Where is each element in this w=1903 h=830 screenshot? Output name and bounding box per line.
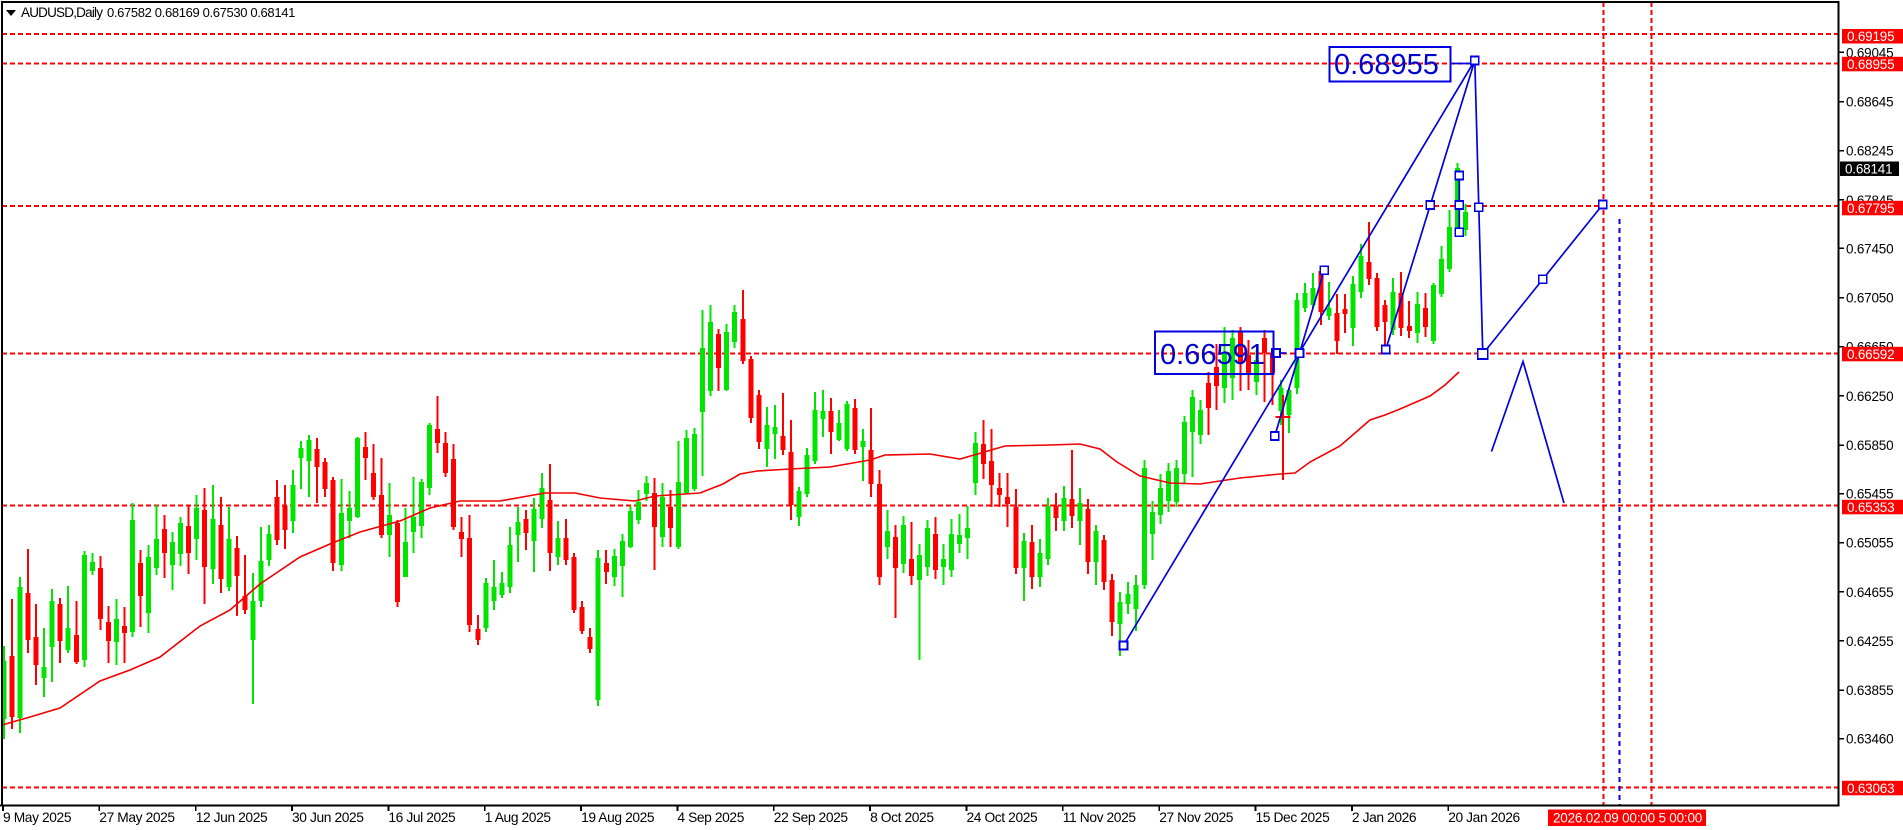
svg-text:0.64255: 0.64255 <box>1846 634 1893 649</box>
svg-text:11 Nov 2025: 11 Nov 2025 <box>1063 810 1137 825</box>
svg-text:0.66592: 0.66592 <box>1847 347 1894 362</box>
svg-text:AUDUSD,Daily: AUDUSD,Daily <box>21 5 103 20</box>
svg-text:0.66250: 0.66250 <box>1846 389 1893 404</box>
svg-text:9 May 2025: 9 May 2025 <box>3 810 72 825</box>
svg-text:0.68141: 0.68141 <box>1845 162 1892 177</box>
svg-text:8 Oct 2025: 8 Oct 2025 <box>870 810 934 825</box>
svg-text:20 Jan 2026: 20 Jan 2026 <box>1448 810 1520 825</box>
svg-text:0.65055: 0.65055 <box>1846 536 1893 551</box>
svg-text:2 Jan 2026: 2 Jan 2026 <box>1352 810 1417 825</box>
svg-text:0.69195: 0.69195 <box>1847 29 1894 44</box>
svg-text:0.65455: 0.65455 <box>1846 487 1893 502</box>
svg-text:0.67582 0.68169 0.67530 0.6814: 0.67582 0.68169 0.67530 0.68141 <box>107 5 295 20</box>
svg-text:2026.02.09 00:00 5 00:00: 2026.02.09 00:00 5 00:00 <box>1553 811 1702 826</box>
svg-text:0.68955: 0.68955 <box>1847 57 1894 72</box>
svg-text:0.67450: 0.67450 <box>1846 241 1893 256</box>
svg-text:0.65850: 0.65850 <box>1846 438 1893 453</box>
svg-text:4 Sep 2025: 4 Sep 2025 <box>677 810 744 825</box>
svg-text:0.67050: 0.67050 <box>1846 291 1893 306</box>
svg-text:0.66591: 0.66591 <box>1160 339 1265 371</box>
svg-text:0.68245: 0.68245 <box>1846 144 1893 159</box>
svg-text:16 Jul 2025: 16 Jul 2025 <box>388 810 456 825</box>
svg-text:0.63855: 0.63855 <box>1846 683 1893 698</box>
svg-text:0.68955: 0.68955 <box>1334 49 1439 81</box>
svg-text:0.63063: 0.63063 <box>1847 781 1894 796</box>
svg-text:27 May 2025: 27 May 2025 <box>99 810 175 825</box>
svg-text:0.65353: 0.65353 <box>1847 500 1894 515</box>
svg-text:12 Jun 2025: 12 Jun 2025 <box>196 810 268 825</box>
svg-text:30 Jun 2025: 30 Jun 2025 <box>292 810 364 825</box>
svg-text:0.63460: 0.63460 <box>1846 732 1893 747</box>
svg-text:1 Aug 2025: 1 Aug 2025 <box>485 810 552 825</box>
svg-text:0.68645: 0.68645 <box>1846 95 1893 110</box>
svg-text:0.64655: 0.64655 <box>1846 585 1893 600</box>
svg-text:22 Sep 2025: 22 Sep 2025 <box>774 810 849 825</box>
svg-text:19 Aug 2025: 19 Aug 2025 <box>581 810 655 825</box>
svg-text:15 Dec 2025: 15 Dec 2025 <box>1256 810 1331 825</box>
svg-text:24 Oct 2025: 24 Oct 2025 <box>967 810 1038 825</box>
svg-text:27 Nov 2025: 27 Nov 2025 <box>1159 810 1234 825</box>
svg-text:0.67795: 0.67795 <box>1847 201 1894 216</box>
svg-text:0.69045: 0.69045 <box>1846 45 1893 60</box>
